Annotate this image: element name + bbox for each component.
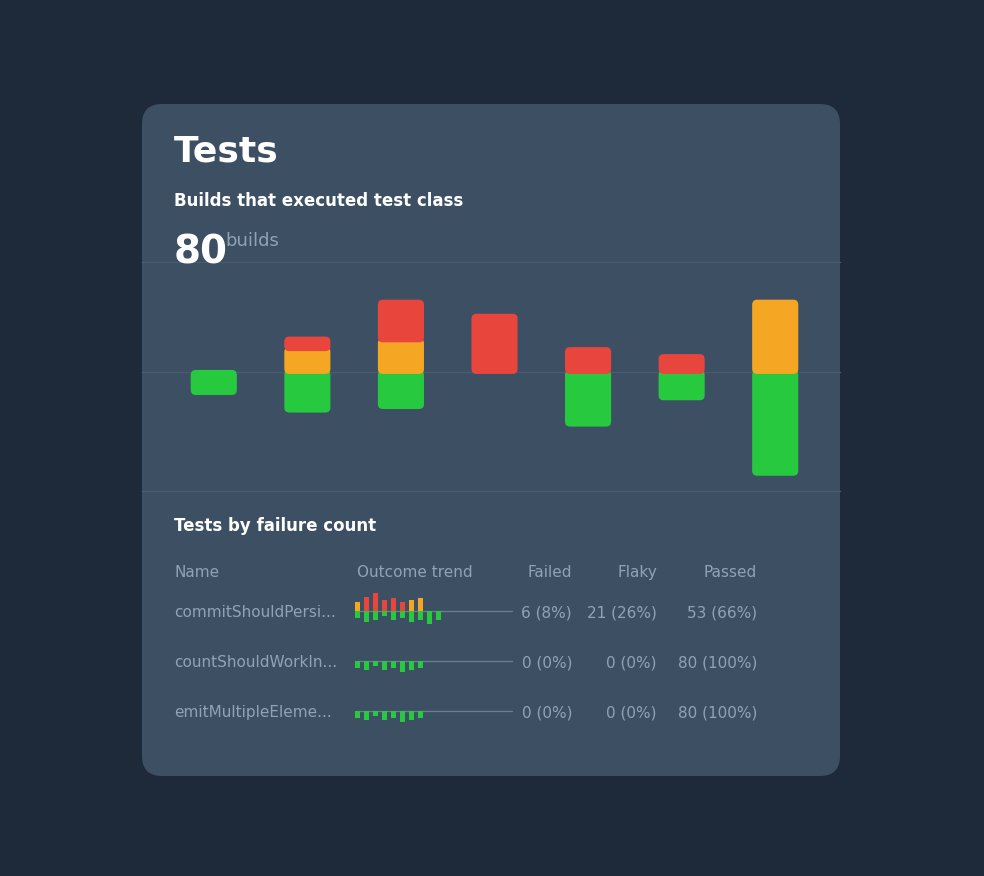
Text: 80 (100%): 80 (100%) bbox=[678, 655, 757, 670]
FancyBboxPatch shape bbox=[565, 370, 611, 427]
Bar bbox=[354, 711, 359, 718]
FancyBboxPatch shape bbox=[378, 300, 424, 343]
Text: commitShouldPersi...: commitShouldPersi... bbox=[174, 605, 336, 620]
Bar bbox=[363, 611, 368, 622]
Bar bbox=[391, 598, 396, 611]
Bar bbox=[408, 600, 413, 611]
Bar bbox=[382, 661, 387, 670]
Bar bbox=[363, 711, 368, 720]
Bar bbox=[373, 593, 378, 611]
Text: 21 (26%): 21 (26%) bbox=[587, 605, 657, 620]
Bar bbox=[354, 661, 359, 668]
Bar bbox=[408, 611, 413, 622]
Text: Flaky: Flaky bbox=[617, 565, 657, 580]
Text: 0 (0%): 0 (0%) bbox=[606, 705, 657, 720]
Text: 0 (0%): 0 (0%) bbox=[606, 655, 657, 670]
FancyBboxPatch shape bbox=[284, 336, 331, 351]
FancyBboxPatch shape bbox=[565, 347, 611, 374]
FancyBboxPatch shape bbox=[471, 314, 518, 374]
FancyBboxPatch shape bbox=[284, 347, 331, 374]
Text: Failed: Failed bbox=[527, 565, 572, 580]
Bar bbox=[417, 598, 422, 611]
Bar bbox=[373, 711, 378, 717]
Bar bbox=[408, 711, 413, 720]
Text: 6 (8%): 6 (8%) bbox=[522, 605, 572, 620]
Text: Builds that executed test class: Builds that executed test class bbox=[174, 192, 463, 210]
Text: Outcome trend: Outcome trend bbox=[357, 565, 472, 580]
FancyBboxPatch shape bbox=[378, 338, 424, 374]
Text: 0 (0%): 0 (0%) bbox=[522, 705, 572, 720]
Bar bbox=[408, 661, 413, 670]
Bar bbox=[417, 711, 422, 718]
Bar bbox=[400, 711, 404, 722]
Bar bbox=[417, 611, 422, 620]
Bar bbox=[391, 611, 396, 620]
Text: Passed: Passed bbox=[704, 565, 757, 580]
Bar bbox=[373, 611, 378, 620]
Text: 53 (66%): 53 (66%) bbox=[687, 605, 757, 620]
Bar bbox=[363, 597, 368, 611]
Bar bbox=[382, 711, 387, 720]
Bar bbox=[417, 661, 422, 668]
Bar bbox=[354, 602, 359, 611]
Text: countShouldWorkIn...: countShouldWorkIn... bbox=[174, 655, 338, 670]
FancyBboxPatch shape bbox=[378, 370, 424, 409]
FancyBboxPatch shape bbox=[658, 370, 705, 400]
Text: Tests: Tests bbox=[174, 134, 278, 168]
Bar bbox=[382, 611, 387, 617]
Bar bbox=[426, 611, 432, 624]
FancyBboxPatch shape bbox=[752, 300, 798, 374]
Bar bbox=[391, 711, 396, 718]
Text: emitMultipleEleme...: emitMultipleEleme... bbox=[174, 705, 332, 720]
Bar bbox=[382, 600, 387, 611]
Bar bbox=[400, 611, 404, 618]
Text: 80: 80 bbox=[174, 234, 228, 272]
FancyBboxPatch shape bbox=[658, 354, 705, 374]
Text: 0 (0%): 0 (0%) bbox=[522, 655, 572, 670]
Bar bbox=[363, 661, 368, 670]
Bar bbox=[354, 611, 359, 618]
Text: builds: builds bbox=[225, 232, 278, 250]
Bar bbox=[391, 661, 396, 668]
Bar bbox=[400, 602, 404, 611]
Bar bbox=[400, 661, 404, 672]
FancyBboxPatch shape bbox=[191, 370, 237, 395]
FancyBboxPatch shape bbox=[752, 370, 798, 476]
Bar bbox=[373, 661, 378, 667]
Text: 80 (100%): 80 (100%) bbox=[678, 705, 757, 720]
Bar bbox=[436, 611, 441, 620]
Text: Tests by failure count: Tests by failure count bbox=[174, 517, 376, 535]
Text: Name: Name bbox=[174, 565, 219, 580]
FancyBboxPatch shape bbox=[284, 370, 331, 413]
FancyBboxPatch shape bbox=[142, 104, 840, 776]
